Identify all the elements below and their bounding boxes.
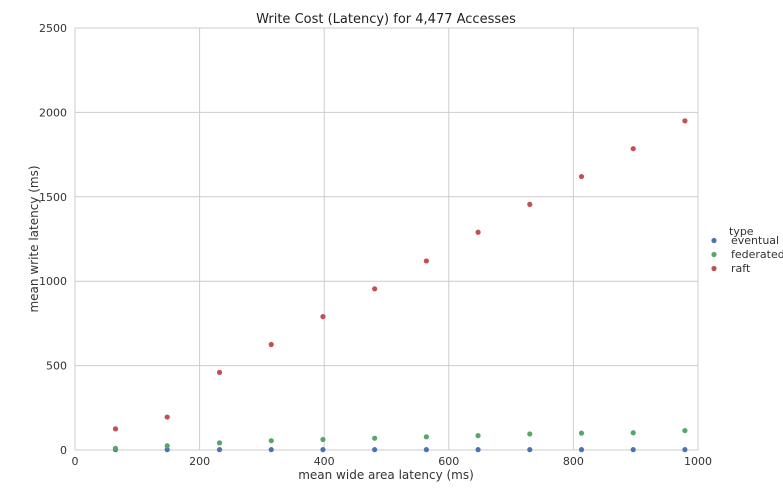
plot-area-border — [74, 27, 699, 451]
x-tick-label: 0 — [72, 455, 79, 468]
x-axis-label: mean wide area latency (ms) — [298, 468, 474, 482]
data-point-raft — [164, 414, 170, 420]
legend-label-federated: federated — [731, 248, 783, 261]
chart-title: Write Cost (Latency) for 4,477 Accesses — [256, 12, 516, 27]
data-point-raft — [630, 146, 636, 152]
data-point-raft — [423, 258, 429, 264]
legend-label-eventual: eventual — [731, 234, 779, 247]
data-point-raft — [320, 314, 326, 320]
data-point-federated — [372, 435, 378, 441]
grid-lines — [74, 27, 699, 451]
data-point-eventual — [216, 447, 223, 453]
legend-marker-federated — [711, 251, 717, 258]
y-tick-label: 2000 — [39, 106, 67, 119]
data-point-eventual — [527, 447, 533, 453]
data-point-raft — [372, 286, 378, 292]
data-point-raft — [216, 369, 223, 375]
data-point-federated — [527, 431, 533, 437]
x-tick-label: 200 — [189, 455, 210, 468]
y-tick-label: 1000 — [39, 275, 67, 288]
data-point-eventual — [578, 447, 585, 453]
data-point-raft — [527, 201, 533, 207]
data-point-federated — [320, 436, 326, 443]
legend-marker-raft — [711, 265, 717, 272]
data-points — [112, 118, 688, 453]
data-point-eventual — [320, 447, 326, 453]
data-point-eventual — [630, 447, 636, 453]
data-point-raft — [268, 341, 274, 348]
x-tick-label: 800 — [563, 455, 584, 468]
legend-label-raft: raft — [731, 262, 751, 275]
data-point-eventual — [268, 447, 274, 453]
data-point-eventual — [475, 447, 481, 453]
data-point-federated — [112, 445, 119, 451]
y-tick-label: 1500 — [39, 191, 67, 204]
y-tick-label: 2500 — [39, 22, 67, 35]
y-tick-label: 500 — [46, 360, 67, 373]
data-point-federated — [268, 438, 274, 444]
y-axis-label: mean write latency (ms) — [27, 165, 41, 312]
data-point-federated — [216, 440, 223, 446]
data-point-eventual — [372, 447, 378, 453]
data-point-federated — [630, 430, 636, 436]
x-tick-label: 1000 — [684, 455, 712, 468]
y-tick-labels: 0 500 1000 1500 2000 2500 — [39, 22, 67, 457]
data-point-raft — [578, 173, 585, 180]
data-point-raft — [475, 229, 481, 235]
y-tick-label: 0 — [60, 444, 67, 457]
data-point-raft — [112, 426, 119, 432]
data-point-federated — [164, 443, 170, 449]
data-point-federated — [682, 427, 688, 434]
data-point-eventual — [682, 447, 688, 453]
data-point-federated — [578, 430, 585, 436]
x-tick-label: 400 — [314, 455, 335, 468]
data-point-eventual — [164, 447, 170, 453]
x-tick-labels: 0 200 400 600 800 1000 — [72, 455, 713, 468]
data-point-federated — [423, 434, 429, 440]
data-point-eventual — [423, 447, 429, 453]
legend-title: type — [729, 225, 754, 238]
x-tick-label: 600 — [438, 455, 459, 468]
data-point-raft — [682, 118, 688, 124]
data-point-federated — [475, 433, 481, 439]
legend-marker-eventual — [711, 237, 717, 244]
